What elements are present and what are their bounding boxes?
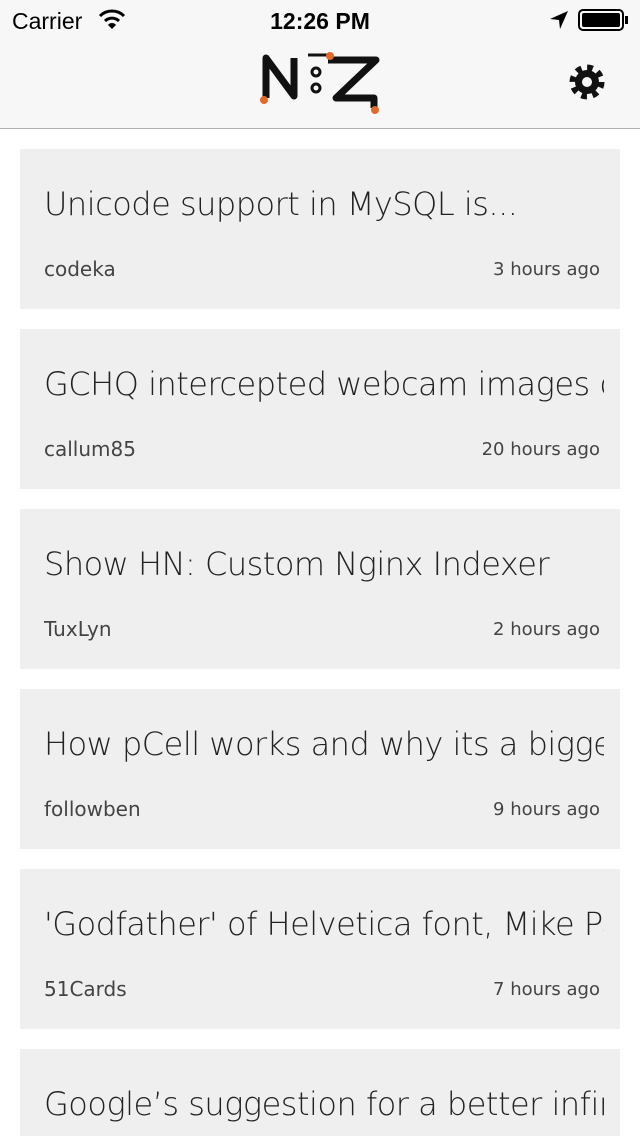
story-list: Unicode support in MySQL is... codeka 3 ho… bbox=[0, 129, 640, 1136]
nav-bar bbox=[0, 40, 640, 129]
story-author: 51Cards bbox=[44, 977, 127, 1001]
story-time: 9 hours ago bbox=[493, 799, 600, 820]
story-author: codeka bbox=[44, 257, 116, 281]
story-author: followben bbox=[44, 797, 141, 821]
location-icon bbox=[550, 11, 568, 29]
story-card[interactable]: Unicode support in MySQL is... codeka 3 ho… bbox=[20, 149, 620, 309]
story-author: TuxLyn bbox=[44, 617, 112, 641]
story-card[interactable]: Google’s suggestion for a better infinit… bbox=[20, 1049, 620, 1136]
story-author: callum85 bbox=[44, 437, 136, 461]
story-title: How pCell works and why its a bigger de.… bbox=[44, 725, 604, 763]
story-time: 7 hours ago bbox=[493, 979, 600, 1000]
carrier: Carrier bbox=[12, 8, 83, 34]
story-card[interactable]: Show HN: Custom Nginx Indexer TuxLyn 2 hou… bbox=[20, 509, 620, 669]
status-bar: Carrier 12:26 PM bbox=[0, 0, 640, 40]
story-time: 20 hours ago bbox=[481, 439, 600, 460]
battery-icon bbox=[578, 9, 628, 31]
clock: 12:26 PM bbox=[270, 8, 370, 34]
story-title: Show HN: Custom Nginx Indexer bbox=[44, 545, 550, 583]
story-time: 3 hours ago bbox=[493, 259, 600, 280]
wifi-icon bbox=[98, 9, 126, 29]
story-card[interactable]: How pCell works and why its a bigger de.… bbox=[20, 689, 620, 849]
app-logo bbox=[260, 52, 380, 114]
story-card[interactable]: GCHQ intercepted webcam images of mi... c… bbox=[20, 329, 620, 489]
story-title: 'Godfather' of Helvetica font, Mike Park… bbox=[44, 905, 604, 943]
story-title: Google’s suggestion for a better infinit… bbox=[44, 1085, 604, 1123]
story-title: GCHQ intercepted webcam images of mi... bbox=[44, 365, 604, 403]
settings-button[interactable] bbox=[567, 62, 607, 102]
story-title: Unicode support in MySQL is... bbox=[44, 185, 518, 223]
story-card[interactable]: 'Godfather' of Helvetica font, Mike Park… bbox=[20, 869, 620, 1029]
story-time: 2 hours ago bbox=[493, 619, 600, 640]
